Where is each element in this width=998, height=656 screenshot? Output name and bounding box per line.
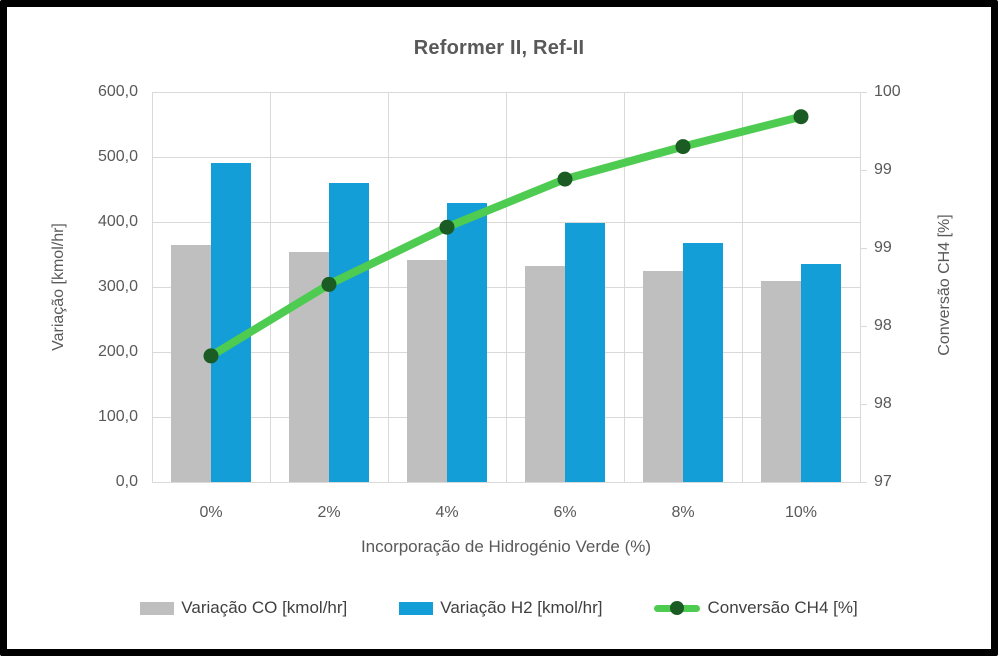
- chart-title: Reformer II, Ref-II: [413, 37, 585, 59]
- left-axis-tick-label: 400,0: [97, 213, 138, 230]
- gridline-vertical: [387, 92, 389, 482]
- right-axis-tick-label: 99: [874, 239, 892, 256]
- bar-variacao-h2[interactable]: [801, 263, 841, 482]
- gridline-vertical: [269, 92, 271, 482]
- gridline-vertical: [505, 92, 507, 482]
- bar-variacao-h2[interactable]: [683, 242, 723, 482]
- right-axis-tick-label: 100: [874, 83, 901, 100]
- right-axis-tick-label: 99: [874, 161, 892, 178]
- bar-variacao-co[interactable]: [171, 244, 211, 482]
- x-axis-title: Incorporação de Hidrogénio Verde (%): [360, 537, 652, 556]
- legend-label: Variação CO [kmol/hr]: [181, 598, 348, 617]
- left-axis-tick-label: 100,0: [97, 408, 138, 425]
- line-path: [207, 112, 805, 360]
- right-axis-tick: [860, 403, 867, 405]
- gridline-horizontal: [152, 481, 860, 483]
- right-axis-tick: [860, 481, 867, 483]
- bar-variacao-co[interactable]: [407, 259, 447, 482]
- plot-area: [151, 91, 867, 483]
- left-axis-tick-label: 600,0: [97, 83, 138, 100]
- line-marker-dot[interactable]: [793, 109, 809, 125]
- bar-variacao-h2[interactable]: [211, 162, 251, 482]
- bar-variacao-h2[interactable]: [447, 202, 487, 482]
- bar-variacao-co[interactable]: [643, 271, 683, 482]
- legend-swatch-co: [140, 601, 175, 615]
- line-marker-dot[interactable]: [203, 348, 219, 364]
- right-axis-title: Conversão CH4 [%]: [936, 214, 953, 356]
- bar-variacao-h2[interactable]: [565, 222, 605, 482]
- x-axis-tick-label: 4%: [435, 504, 459, 521]
- legend-item-variacao-co[interactable]: Variação CO [kmol/hr]: [140, 598, 347, 618]
- right-axis-tick-label: 97: [874, 473, 892, 490]
- x-axis-tick-label: 0%: [199, 504, 223, 521]
- legend-item-variacao-h2[interactable]: Variação H2 [kmol/hr]: [399, 598, 602, 618]
- left-axis-tick-label: 300,0: [97, 278, 138, 295]
- bar-variacao-co[interactable]: [761, 280, 801, 482]
- gridline-vertical: [741, 92, 743, 482]
- right-axis-tick: [860, 325, 867, 327]
- right-axis-tick-label: 98: [874, 317, 892, 334]
- line-marker-dot[interactable]: [321, 276, 337, 292]
- legend-label: Conversão CH4 [%]: [707, 598, 858, 617]
- gridline-vertical: [151, 92, 153, 482]
- legend: Variação CO [kmol/hr] Variação H2 [kmol/…: [7, 592, 991, 624]
- legend-swatch-h2: [399, 601, 434, 615]
- line-marker-dot[interactable]: [439, 219, 455, 235]
- line-marker-dot[interactable]: [557, 171, 573, 187]
- right-axis-tick: [860, 247, 867, 249]
- bar-variacao-h2[interactable]: [329, 183, 369, 482]
- gridline-vertical: [623, 92, 625, 482]
- x-axis-tick-label: 2%: [317, 504, 341, 521]
- gridline-vertical: [859, 92, 861, 482]
- legend-swatch-ch4-line: [654, 601, 701, 615]
- x-axis-tick-label: 8%: [671, 504, 695, 521]
- left-axis-tick-label: 500,0: [97, 148, 138, 165]
- right-axis-tick: [860, 91, 867, 93]
- bar-variacao-co[interactable]: [525, 265, 565, 482]
- line-conversao-ch4[interactable]: [152, 92, 860, 482]
- legend-swatch-ch4-marker: [670, 601, 685, 615]
- x-axis-tick-label: 10%: [784, 504, 818, 521]
- legend-item-conversao-ch4[interactable]: Conversão CH4 [%]: [654, 598, 858, 618]
- left-axis-tick-label: 0,0: [115, 473, 138, 490]
- right-axis-tick-label: 98: [874, 395, 892, 412]
- left-axis-tick-label: 200,0: [97, 343, 138, 360]
- legend-label: Variação H2 [kmol/hr]: [440, 598, 603, 617]
- right-axis-tick: [860, 169, 867, 171]
- x-axis-tick-label: 6%: [553, 504, 577, 521]
- line-marker-dot[interactable]: [675, 139, 691, 155]
